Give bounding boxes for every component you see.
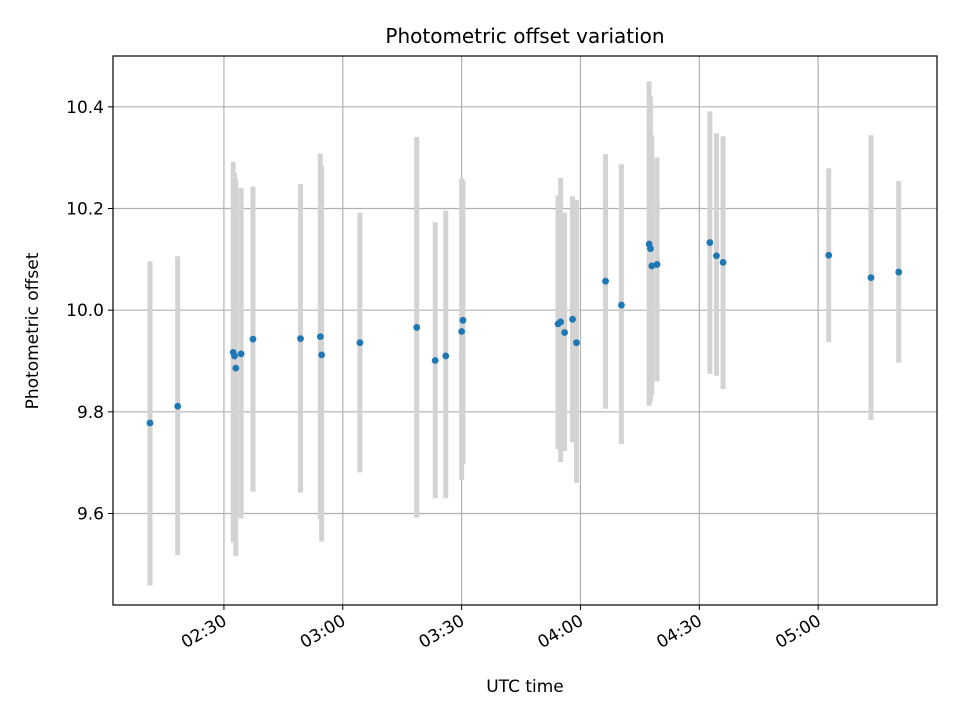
y-tick-label: 9.6 [77,505,104,525]
y-tick-label: 10.0 [66,301,104,321]
data-point [297,335,304,343]
data-point [895,268,903,276]
chart-title: Photometric offset variation [385,24,664,48]
plot-area-frame [112,55,938,606]
data-point [459,316,467,324]
data-point [231,352,238,360]
grid-layer [113,56,937,605]
y-tick-label: 10.4 [66,98,104,118]
y-tick-label: 10.2 [66,200,104,220]
data-point [557,318,565,326]
data-point [316,333,324,340]
data-point [569,315,576,323]
data-point [442,352,450,360]
data-point [249,335,257,343]
y-axis-title: Photometric offset [23,252,43,409]
y-tick-label: 9.8 [77,403,104,423]
data-point [318,351,326,359]
data-point [825,251,833,259]
data-point [713,252,720,260]
data-point [617,301,625,309]
data-point [867,274,875,282]
data-point [356,339,364,347]
data-point [174,402,182,410]
point-layer [146,239,903,427]
data-point [458,328,466,335]
data-point [237,350,245,358]
data-point [431,357,439,364]
data-point [232,364,240,372]
data-point [413,324,421,331]
data-point [602,277,609,285]
data-point [561,329,569,336]
data-point [648,262,656,270]
data-point [719,258,727,266]
x-axis-title: UTC time [486,677,564,697]
data-point [653,261,661,268]
data-point [706,239,714,246]
data-point [573,339,580,347]
data-point [647,245,654,253]
data-point [146,419,154,427]
